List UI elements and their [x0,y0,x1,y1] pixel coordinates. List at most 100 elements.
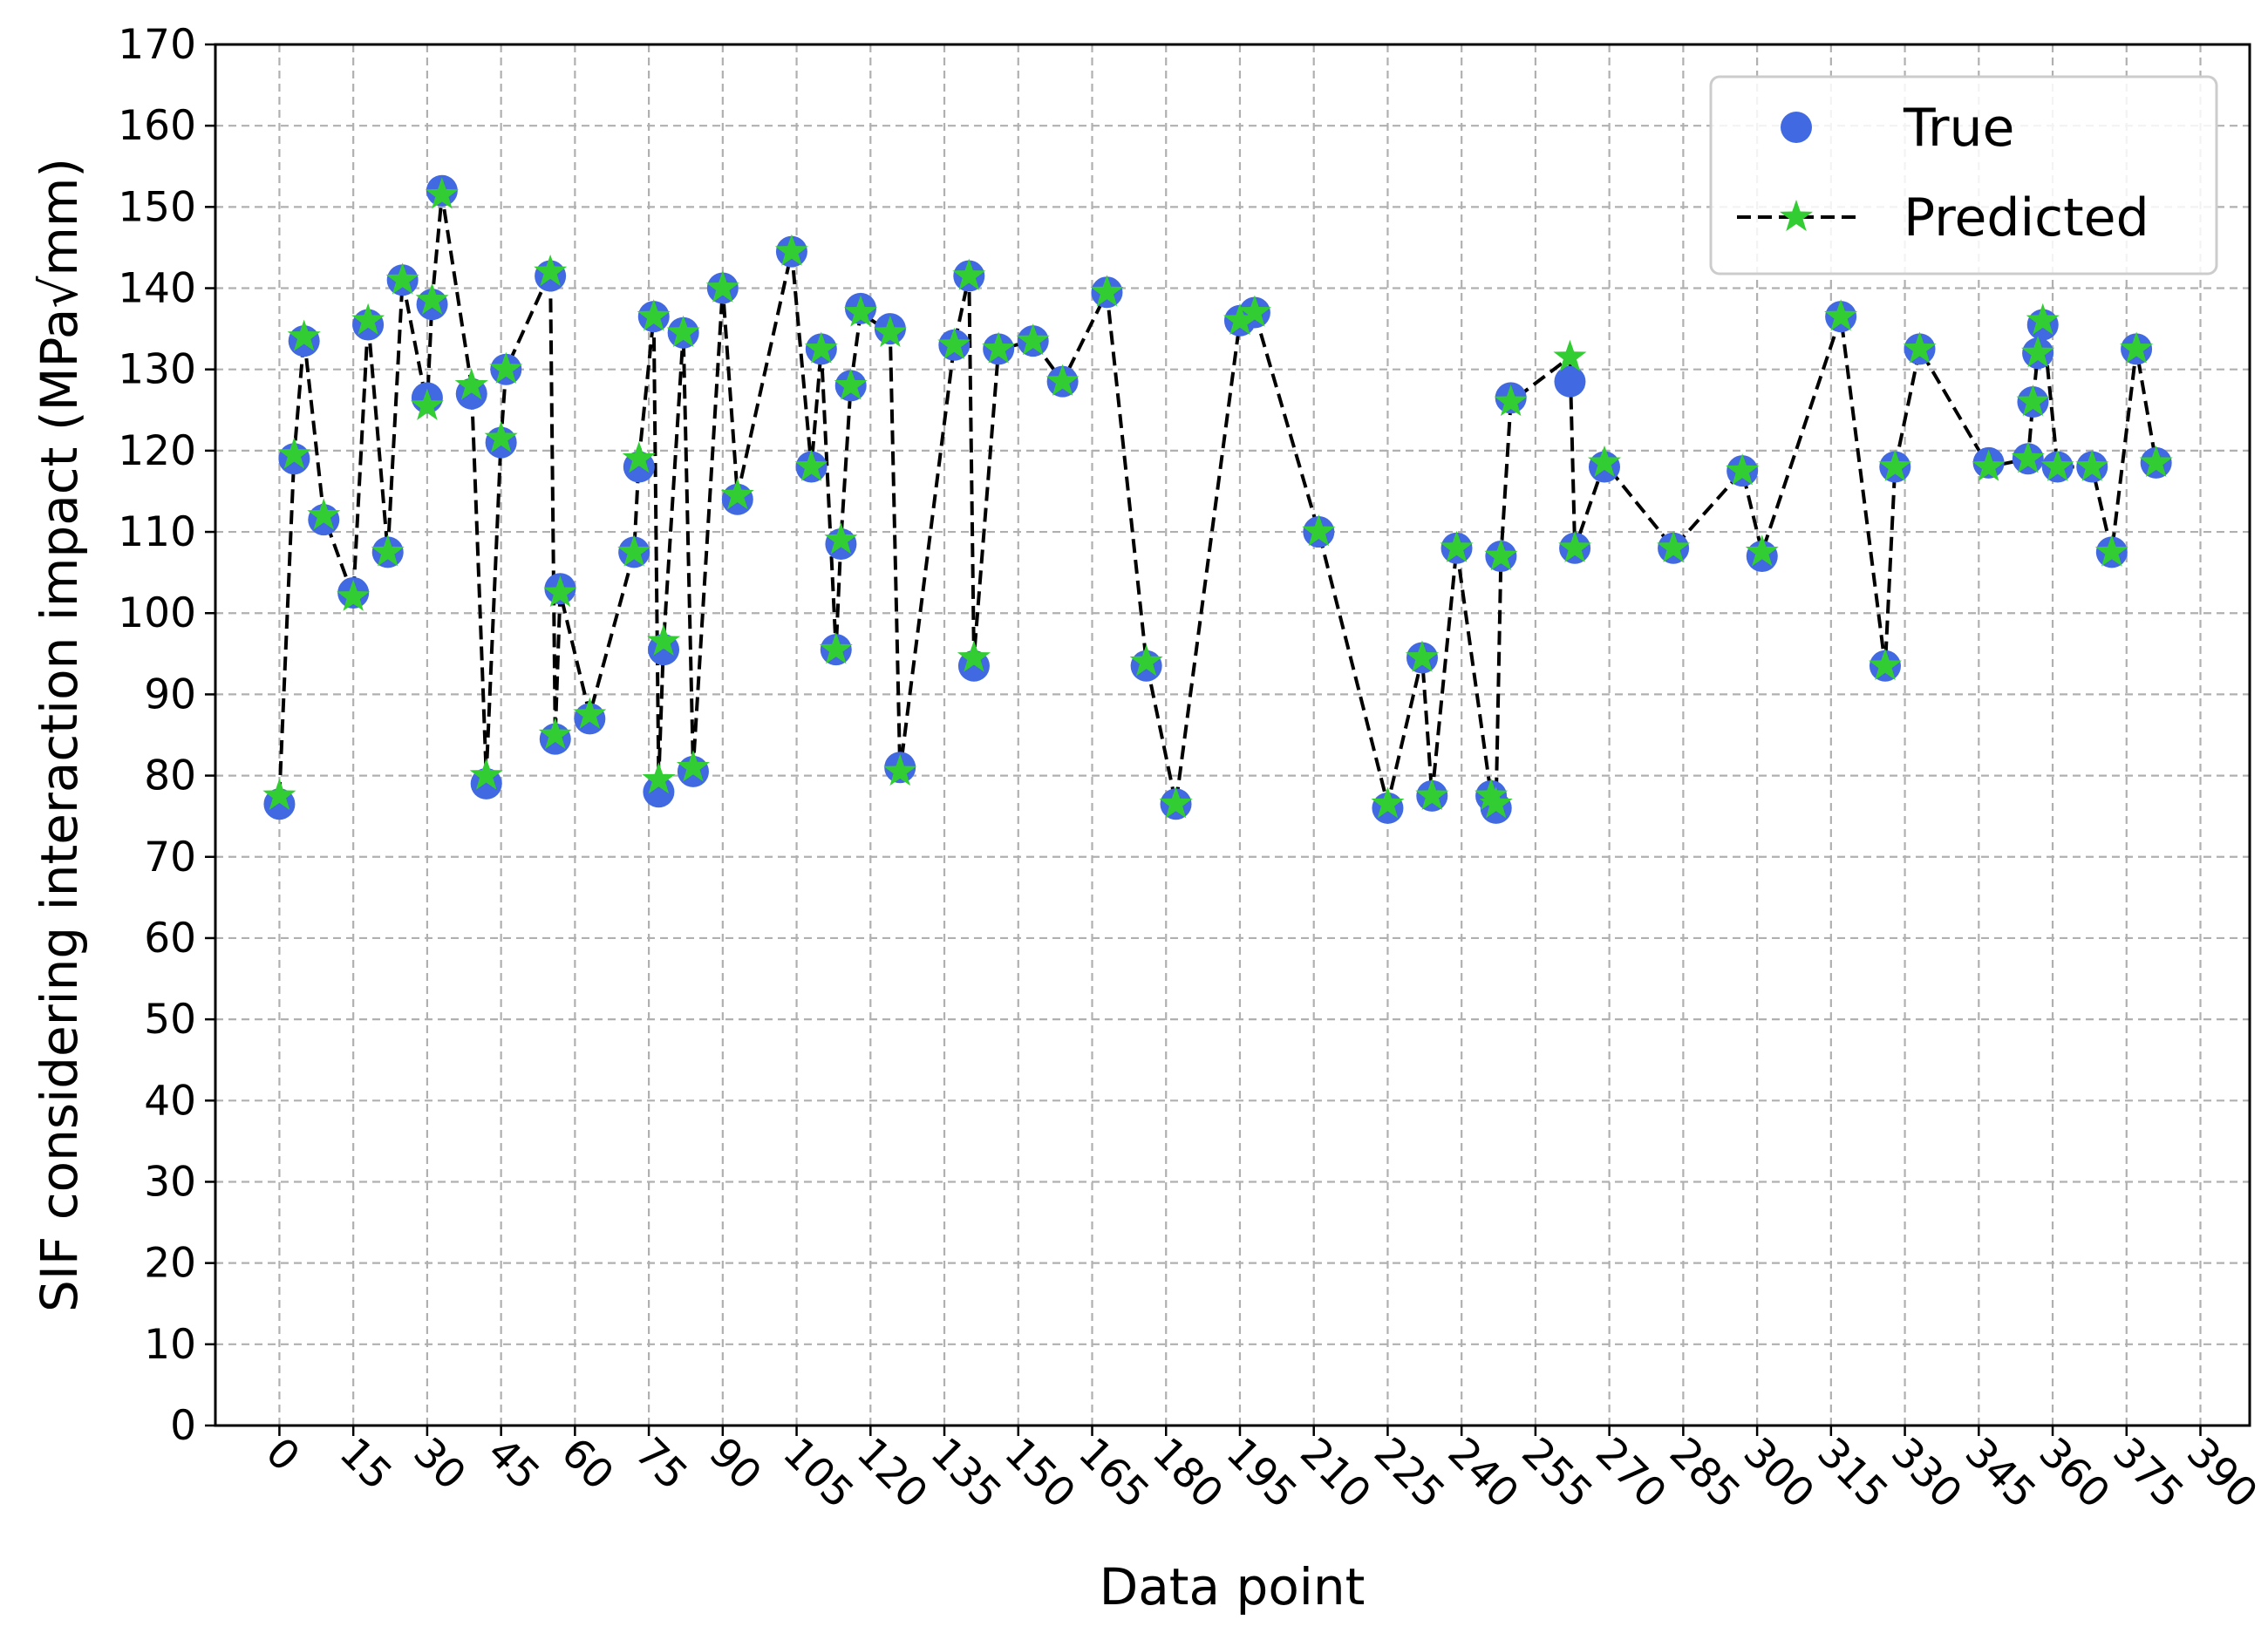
predicted-point [415,282,449,315]
y-tick-label: 140 [118,265,196,313]
predicted-point [538,718,572,750]
predicted-point [622,441,656,473]
predicted-point [957,640,991,672]
predicted-point [774,234,808,266]
predicted-point [647,623,681,657]
y-tick-label: 70 [144,834,196,881]
y-tick-label: 160 [118,102,196,150]
predicted-point [2120,331,2154,364]
predicted-point [277,437,311,469]
predicted-point [1824,299,1858,331]
predicted-point [1223,303,1257,335]
predicted-point [351,303,385,335]
predicted-point [543,575,577,608]
y-tick-label: 60 [144,915,196,963]
legend-predicted-label: Predicted [1904,187,2149,248]
predicted-point [642,762,676,794]
predicted-point [469,758,503,790]
predicted-point [1302,514,1336,547]
predicted-point [982,331,1016,364]
y-tick-label: 110 [118,508,196,556]
predicted-point [637,299,671,331]
predicted-point [1558,530,1592,562]
y-tick-label: 170 [118,21,196,69]
predicted-point [2021,336,2055,368]
legend-predicted-marker [1779,200,1814,232]
legend: True Predicted [1709,75,2218,276]
predicted-point [2040,449,2074,481]
y-tick-label: 40 [144,1077,196,1125]
predicted-point [819,632,853,664]
predicted-point [2026,303,2060,335]
y-tick-label: 20 [144,1240,196,1288]
y-tick-label: 50 [144,996,196,1044]
predicted-point [2016,384,2050,417]
predicted-point [1237,295,1271,327]
y-axis-title: SIF considering interaction impact (MPa√… [30,158,89,1312]
predicted-point [676,750,710,782]
predicted-point [262,778,296,811]
predicted-point [794,449,828,481]
y-tick-label: 100 [118,589,196,637]
predicted-point [1475,778,1509,811]
predicted-point [1903,331,1937,364]
predicted-point [1745,534,1779,567]
legend-box [1709,75,2218,276]
predicted-point [1371,786,1405,819]
predicted-point [489,351,523,384]
y-tick-label: 90 [144,670,196,718]
y-tick-label: 80 [144,752,196,800]
y-tick-label: 30 [144,1158,196,1206]
predicted-point [1090,275,1124,307]
predicted-series-points [262,177,2173,819]
predicted-point [883,753,917,786]
predicted-point [1972,449,2006,481]
predicted-point [385,262,419,295]
predicted-point [617,534,651,567]
predicted-point [573,697,607,729]
predicted-point [720,478,754,510]
predicted-point [484,420,518,453]
predicted-point [2094,534,2128,567]
predicted-point [425,177,459,209]
predicted-point [843,295,878,327]
plot-frame [214,43,2251,1427]
predicted-point [410,388,444,420]
predicted-point [2011,441,2045,473]
y-tick-label: 10 [144,1321,196,1369]
predicted-point [1479,786,1513,819]
legend-true-label: True [1903,98,2014,159]
predicted-point [371,534,405,567]
predicted-point [1868,648,1902,680]
predicted-point [952,258,986,290]
predicted-point [2075,449,2109,481]
predicted-point [337,579,371,611]
predicted-point [824,522,858,555]
predicted-point [1484,539,1518,571]
predicted-point [287,319,321,351]
predicted-point [534,254,568,287]
predicted-point [2139,445,2173,478]
predicted-point [1494,384,1528,417]
predicted-point [454,368,488,400]
predicted-point [705,270,739,303]
predicted-point [1878,449,1912,481]
y-tick-label: 120 [118,427,196,475]
predicted-point [1440,530,1474,562]
legend-true-marker [1781,112,1812,143]
true-point [643,776,675,808]
true-point [1554,365,1586,398]
predicted-point [1657,530,1691,562]
predicted-point [1726,453,1760,486]
predicted-point [1159,786,1193,819]
predicted-point [1405,640,1439,672]
y-tick-label: 0 [170,1402,196,1450]
predicted-point [873,315,907,347]
predicted-point [1129,644,1163,677]
predicted-point [307,498,341,530]
predicted-point [1415,778,1449,811]
predicted-point [1045,364,1080,396]
y-tick-label: 150 [118,183,196,231]
predicted-point [1016,323,1050,356]
